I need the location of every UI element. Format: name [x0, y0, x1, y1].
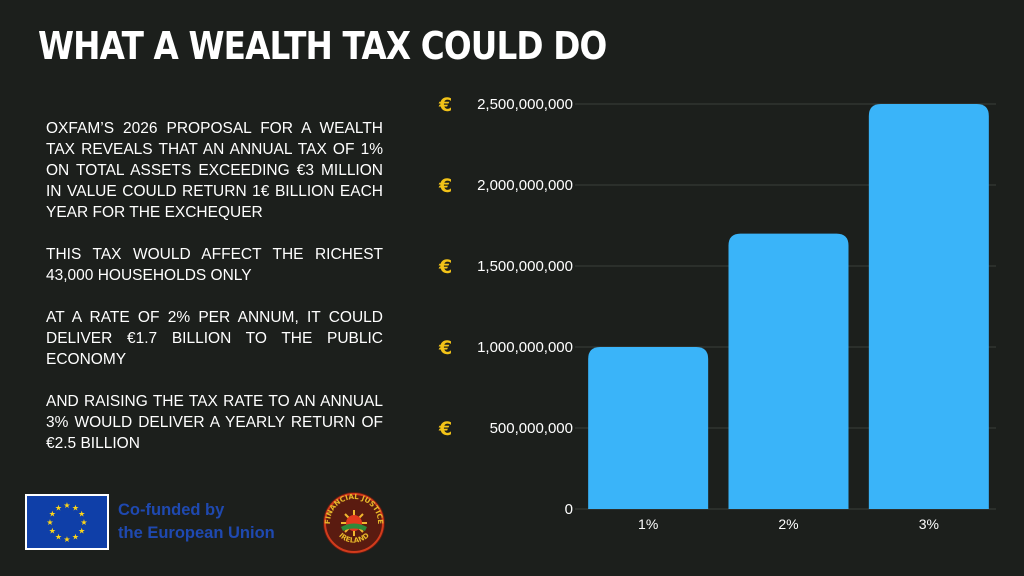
eu-star-icon: ★: [46, 518, 53, 527]
y-tick-label: 2,500,000,000: [477, 96, 573, 113]
eu-line-1: Co-funded by: [118, 501, 225, 519]
svg-text:IRELAND: IRELAND: [337, 531, 371, 544]
euro-symbol: €: [438, 256, 452, 278]
paragraph-households: THIS TAX WOULD AFFECT THE RICHEST 43,000…: [46, 246, 383, 284]
eu-flag-icon: ★ ★ ★ ★ ★ ★ ★ ★ ★ ★ ★ ★: [25, 494, 109, 550]
eu-star-icon: ★: [72, 533, 79, 542]
eu-star-icon: ★: [72, 503, 79, 512]
eu-cofunded-label: Co-funded by the European Union: [118, 499, 318, 545]
paragraph-two-percent: AT A RATE OF 2% PER ANNUM, IT COULD DELI…: [46, 309, 383, 368]
eu-star-icon: ★: [78, 510, 85, 519]
y-tick-label: 2,000,000,000: [477, 177, 573, 194]
y-tick-label: 1,000,000,000: [477, 339, 573, 356]
euro-symbol: €: [438, 418, 452, 440]
euro-symbol: €: [438, 337, 452, 359]
bar-2: [728, 233, 849, 509]
y-tick-label: 500,000,000: [490, 420, 573, 437]
bar-1: [588, 347, 709, 509]
eu-star-icon: ★: [78, 527, 85, 536]
eu-star-icon: ★: [49, 510, 56, 519]
eu-star-icon: ★: [63, 535, 70, 544]
description-text: OXFAM’S 2026 PROPOSAL FOR A WEALTH TAX R…: [46, 118, 383, 475]
financial-justice-ireland-logo-icon: FINANCIAL JUSTICE IRELAND: [323, 492, 385, 554]
x-category-label: 3%: [919, 516, 939, 532]
page-title: WHAT A WEALTH TAX COULD DO: [38, 24, 607, 68]
eu-star-icon: ★: [49, 527, 56, 536]
x-category-label: 1%: [638, 516, 658, 532]
eu-line-2: the European Union: [118, 524, 275, 542]
eu-star-icon: ★: [55, 503, 62, 512]
euro-symbol: €: [438, 94, 452, 116]
paragraph-three-percent: AND RAISING THE TAX RATE TO AN ANNUAL 3%…: [46, 393, 383, 452]
eu-star-icon: ★: [55, 533, 62, 542]
y-tick-label: 1,500,000,000: [477, 258, 573, 275]
eu-star-icon: ★: [80, 518, 87, 527]
paragraph-proposal: OXFAM’S 2026 PROPOSAL FOR A WEALTH TAX R…: [46, 120, 383, 221]
y-tick-label: 0: [565, 501, 573, 518]
euro-symbol: €: [438, 175, 452, 197]
x-category-label: 2%: [778, 516, 798, 532]
eu-star-icon: ★: [63, 501, 70, 510]
bar-3: [868, 104, 989, 509]
